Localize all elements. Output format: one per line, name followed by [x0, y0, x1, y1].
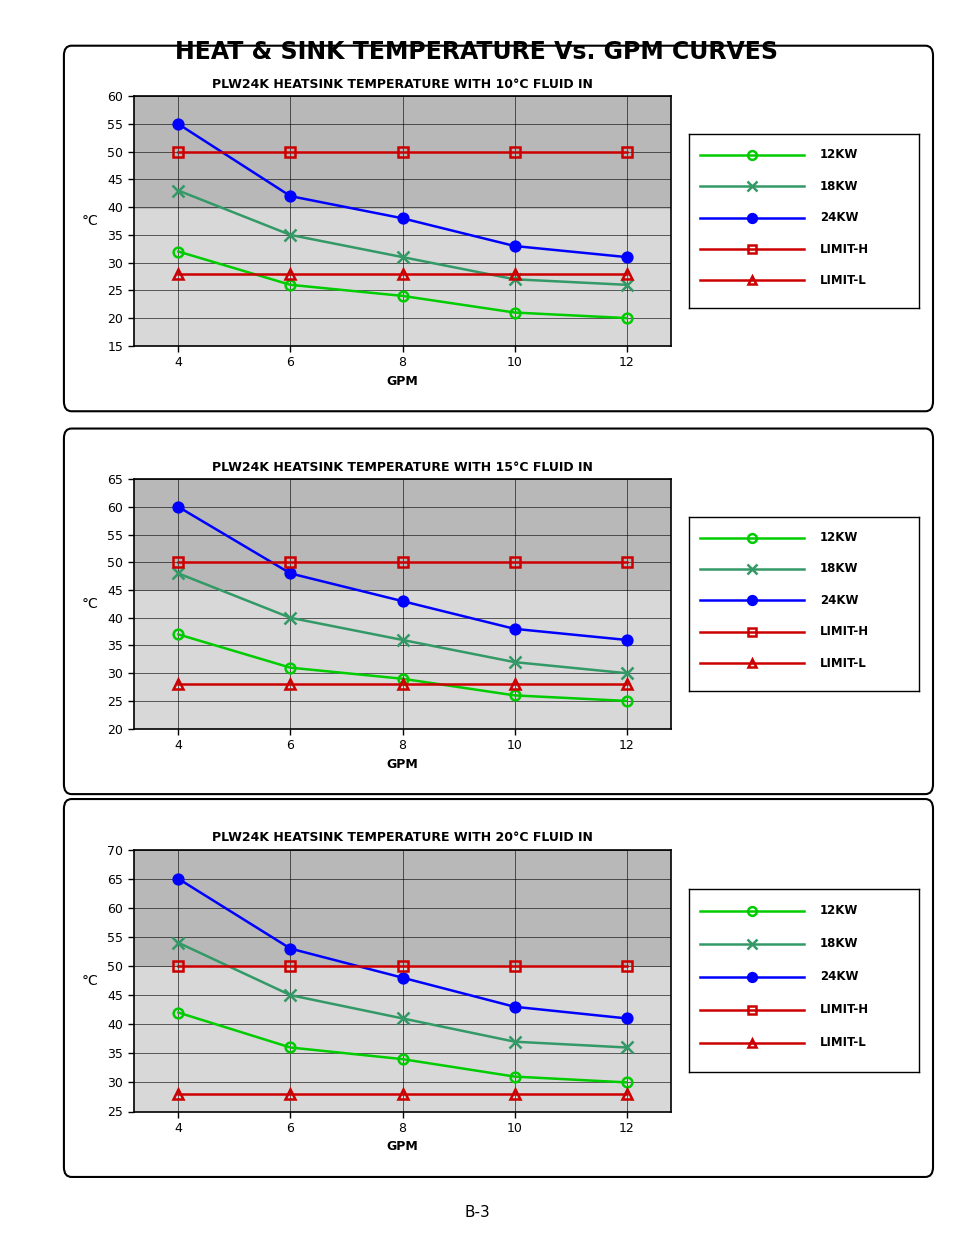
Bar	[133, 967, 671, 1112]
Text: 24KW: 24KW	[819, 594, 858, 606]
X-axis label: GPM: GPM	[386, 757, 418, 771]
Bar	[133, 479, 671, 592]
Text: LIMIT-H: LIMIT-H	[819, 1003, 868, 1016]
Title: PLW24K HEATSINK TEMPERATURE WITH 10°C FLUID IN: PLW24K HEATSINK TEMPERATURE WITH 10°C FL…	[212, 78, 593, 91]
Y-axis label: °C: °C	[82, 597, 99, 611]
Text: 12KW: 12KW	[819, 148, 858, 162]
Text: B-3: B-3	[464, 1205, 489, 1220]
Bar	[133, 209, 671, 346]
Bar	[133, 592, 671, 729]
Text: 18KW: 18KW	[819, 937, 858, 951]
Text: LIMIT-H: LIMIT-H	[819, 625, 868, 638]
Y-axis label: °C: °C	[82, 973, 99, 988]
Text: LIMIT-L: LIMIT-L	[819, 274, 865, 287]
Text: HEAT & SINK TEMPERATURE Vs. GPM CURVES: HEAT & SINK TEMPERATURE Vs. GPM CURVES	[175, 40, 778, 63]
Text: LIMIT-H: LIMIT-H	[819, 242, 868, 256]
X-axis label: GPM: GPM	[386, 1140, 418, 1153]
Text: 12KW: 12KW	[819, 531, 858, 545]
Bar	[133, 850, 671, 967]
Text: 24KW: 24KW	[819, 971, 858, 983]
Text: 12KW: 12KW	[819, 904, 858, 918]
Title: PLW24K HEATSINK TEMPERATURE WITH 15°C FLUID IN: PLW24K HEATSINK TEMPERATURE WITH 15°C FL…	[212, 461, 593, 474]
Text: LIMIT-L: LIMIT-L	[819, 1036, 865, 1050]
Bar	[133, 96, 671, 209]
Text: 18KW: 18KW	[819, 562, 858, 576]
Text: 18KW: 18KW	[819, 179, 858, 193]
X-axis label: GPM: GPM	[386, 374, 418, 388]
Y-axis label: °C: °C	[82, 214, 99, 228]
Text: 24KW: 24KW	[819, 211, 858, 224]
Title: PLW24K HEATSINK TEMPERATURE WITH 20°C FLUID IN: PLW24K HEATSINK TEMPERATURE WITH 20°C FL…	[212, 831, 593, 845]
Text: LIMIT-L: LIMIT-L	[819, 657, 865, 669]
